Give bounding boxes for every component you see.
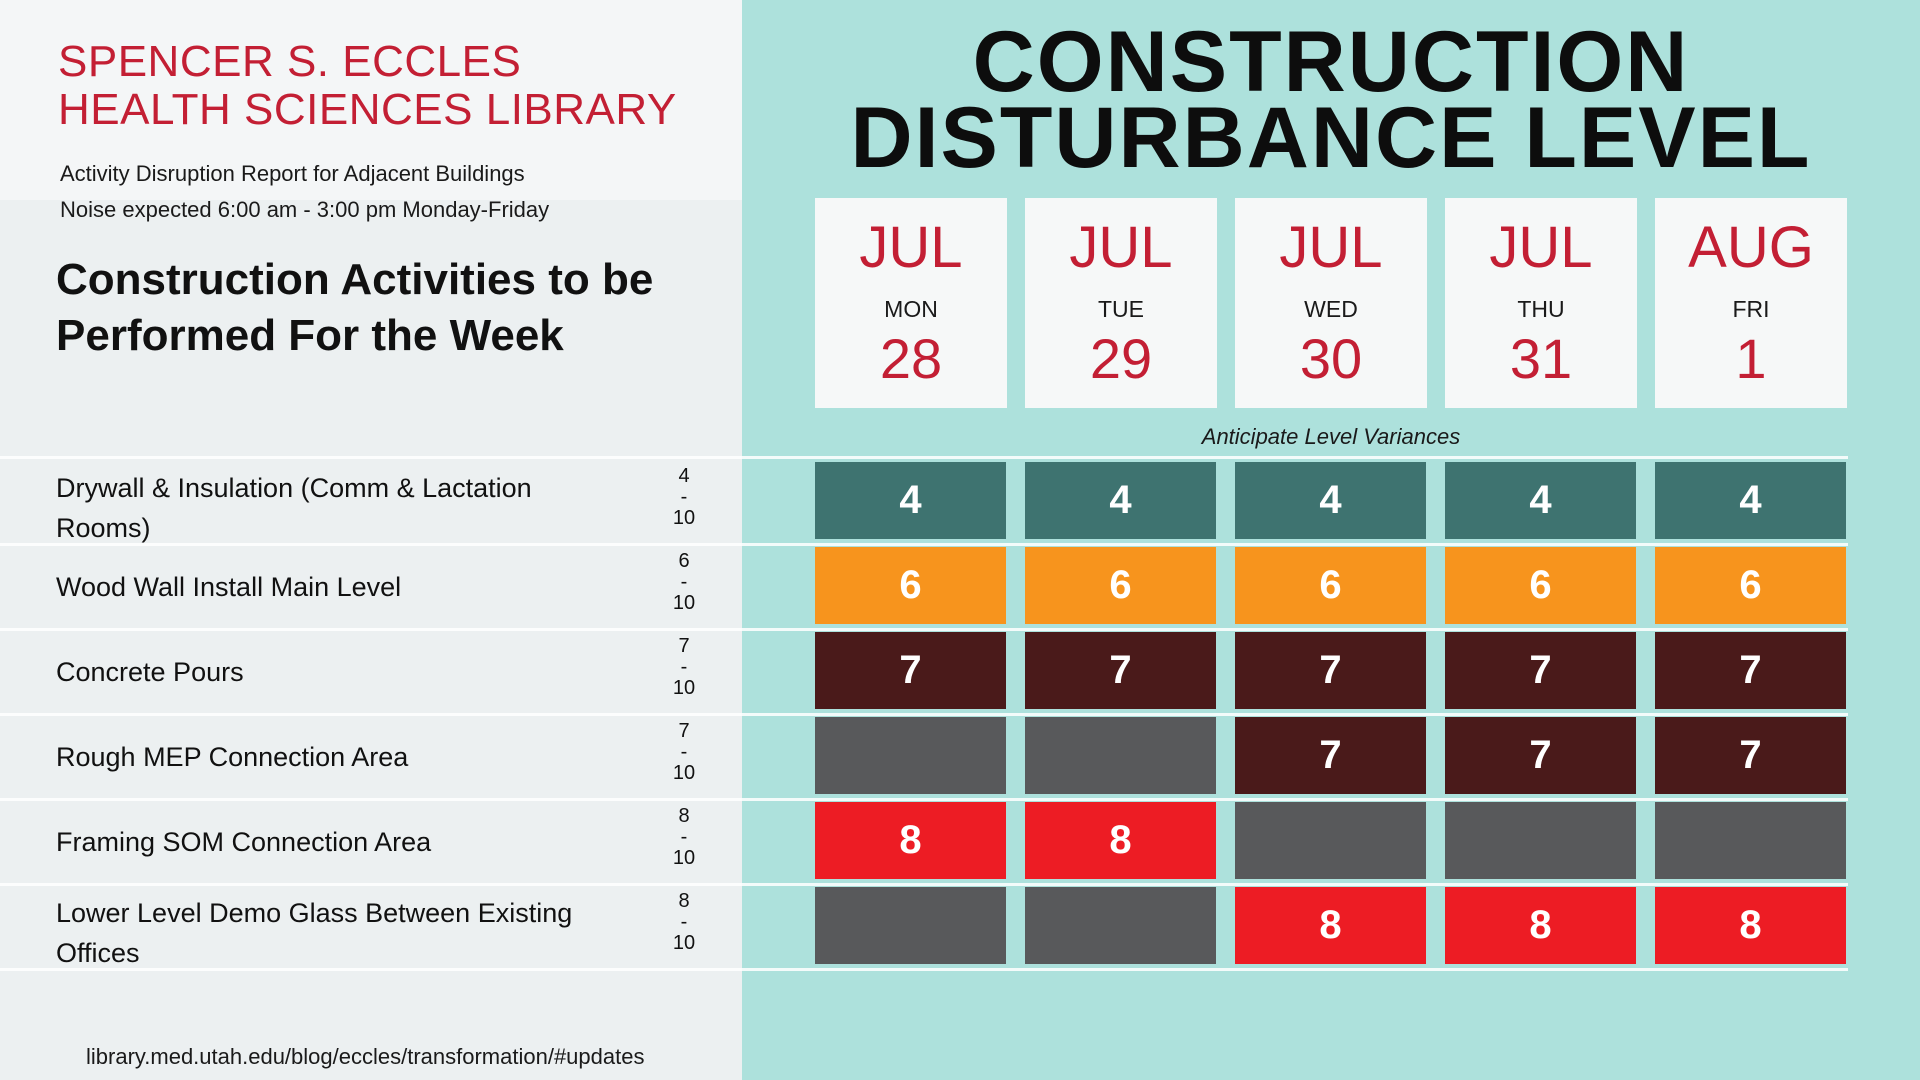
level-cell: 4 — [1235, 462, 1426, 539]
report-subtitle: Activity Disruption Report for Adjacent … — [60, 161, 525, 186]
activity-range: 4-10 — [664, 466, 704, 529]
main-title-line1: CONSTRUCTION — [972, 14, 1690, 110]
range-high: 10 — [672, 762, 696, 784]
range-low: 8 — [678, 890, 690, 912]
range-low: 7 — [678, 720, 690, 742]
level-cell: 6 — [1655, 547, 1846, 624]
date-day: 30 — [1299, 327, 1363, 390]
activity-label: Drywall & Insulation (Comm & Lactation R… — [56, 473, 532, 543]
range-high: 10 — [672, 592, 696, 614]
level-cell: 4 — [1025, 462, 1216, 539]
activity-label: Wood Wall Install Main Level — [56, 572, 402, 602]
date-day: 29 — [1089, 327, 1153, 390]
range-high: 10 — [672, 932, 696, 954]
library-name-line1: SPENCER S. ECCLES — [58, 37, 522, 86]
level-cell: 8 — [1445, 887, 1636, 964]
date-month: JUL — [1279, 215, 1383, 280]
level-cell: 6 — [815, 547, 1006, 624]
date-month: JUL — [1069, 215, 1173, 280]
level-cell-empty — [1445, 802, 1636, 879]
left-panel — [0, 0, 742, 1080]
level-cell: 7 — [1655, 632, 1846, 709]
date-weekday: THU — [1517, 296, 1565, 322]
date-card: JUL WED 30 — [1235, 198, 1427, 408]
level-cell: 8 — [1025, 802, 1216, 879]
date-weekday: MON — [884, 296, 938, 322]
level-cell: 8 — [1655, 887, 1846, 964]
activity-label: Framing SOM Connection Area — [56, 827, 432, 857]
level-cell: 6 — [1025, 547, 1216, 624]
date-card: AUG FRI 1 — [1655, 198, 1847, 408]
range-dash: - — [680, 571, 688, 593]
level-cell: 8 — [1235, 887, 1426, 964]
date-day: 31 — [1509, 327, 1573, 390]
activity-range: 8-10 — [664, 806, 704, 869]
date-day: 1 — [1735, 327, 1767, 390]
main-title-line2: DISTURBANCE LEVEL — [850, 90, 1812, 186]
level-cell-empty — [1655, 802, 1846, 879]
date-month: JUL — [1489, 215, 1593, 280]
date-card: JUL TUE 29 — [1025, 198, 1217, 408]
library-name: SPENCER S. ECCLES HEALTH SCIENCES LIBRAR… — [58, 38, 677, 134]
level-cell-empty — [815, 717, 1006, 794]
level-cell: 7 — [1235, 717, 1426, 794]
range-dash: - — [680, 741, 688, 763]
level-cell: 4 — [1655, 462, 1846, 539]
level-cell: 7 — [1655, 717, 1846, 794]
date-weekday: WED — [1304, 296, 1358, 322]
level-cell: 7 — [1445, 717, 1636, 794]
level-cell-empty — [1025, 887, 1216, 964]
date-month: JUL — [859, 215, 963, 280]
level-cell: 4 — [815, 462, 1006, 539]
level-cell: 8 — [815, 802, 1006, 879]
date-weekday: TUE — [1098, 296, 1144, 322]
range-dash: - — [680, 911, 688, 933]
activity-label: Concrete Pours — [56, 657, 244, 687]
level-cell-empty — [1235, 802, 1426, 879]
range-dash: - — [680, 826, 688, 848]
date-card: JUL THU 31 — [1445, 198, 1637, 408]
level-cell: 6 — [1445, 547, 1636, 624]
date-month: AUG — [1688, 215, 1814, 280]
level-cell: 7 — [1235, 632, 1426, 709]
range-dash: - — [680, 486, 688, 508]
range-dash: - — [680, 656, 688, 678]
level-cell: 6 — [1235, 547, 1426, 624]
footer-url[interactable]: library.med.utah.edu/blog/eccles/transfo… — [86, 1044, 645, 1069]
activity-label: Rough MEP Connection Area — [56, 742, 409, 772]
level-cell: 7 — [1445, 632, 1636, 709]
main-title: CONSTRUCTION DISTURBANCE LEVEL — [742, 14, 1920, 186]
level-cell-empty — [815, 887, 1006, 964]
row-divider — [0, 628, 1848, 631]
date-card: JUL MON 28 — [815, 198, 1007, 408]
activity-range: 6-10 — [664, 551, 704, 614]
activity-label: Lower Level Demo Glass Between Existing … — [56, 898, 573, 968]
date-weekday: FRI — [1732, 296, 1770, 322]
range-high: 10 — [672, 847, 696, 869]
level-cell-empty — [1025, 717, 1216, 794]
range-low: 8 — [678, 805, 690, 827]
range-low: 7 — [678, 635, 690, 657]
range-high: 10 — [672, 677, 696, 699]
noise-hours-note: Noise expected 6:00 am - 3:00 pm Monday-… — [60, 197, 550, 222]
level-cell: 7 — [815, 632, 1006, 709]
activities-heading: Construction Activities to be Performed … — [56, 255, 654, 360]
library-name-line2: HEALTH SCIENCES LIBRARY — [58, 85, 677, 134]
row-divider — [0, 883, 1848, 886]
activity-range: 7-10 — [664, 721, 704, 784]
activity-range: 7-10 — [664, 636, 704, 699]
row-divider — [0, 713, 1848, 716]
row-divider — [0, 798, 1848, 801]
row-divider — [0, 968, 1848, 971]
level-cell: 4 — [1445, 462, 1636, 539]
range-high: 10 — [672, 507, 696, 529]
range-low: 6 — [678, 550, 690, 572]
row-divider — [0, 456, 1848, 459]
variances-note: Anticipate Level Variances — [1201, 424, 1461, 449]
row-divider — [0, 543, 1848, 546]
level-cell: 7 — [1025, 632, 1216, 709]
date-day: 28 — [879, 327, 943, 390]
activity-range: 8-10 — [664, 891, 704, 954]
range-low: 4 — [678, 465, 690, 487]
